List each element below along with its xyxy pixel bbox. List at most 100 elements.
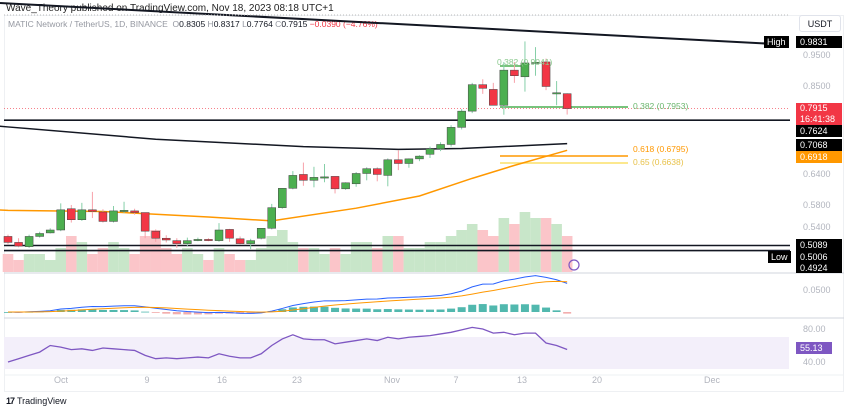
macd-histogram-bar	[468, 304, 477, 312]
candle-body	[320, 176, 329, 179]
volume-bar	[340, 254, 351, 272]
volume-bar	[435, 242, 446, 272]
tradingview-brand[interactable]: 17 TradingView	[6, 396, 67, 406]
high-value: 0.8317	[213, 19, 240, 29]
symbol-name: MATIC Network / TetherUS, 1D, BINANCE	[8, 19, 168, 29]
time-label: 13	[516, 375, 528, 385]
ema50-tag: 0.6918	[796, 151, 842, 163]
macd-histogram-bar	[478, 304, 487, 312]
macd-histogram-bar	[193, 312, 202, 315]
volume-bar	[509, 224, 520, 272]
level-tag: 0.4924	[796, 263, 842, 273]
volume-bar	[382, 236, 394, 272]
volume-bar	[488, 236, 499, 272]
volume-bar	[298, 248, 309, 272]
macd-histogram-bar	[309, 306, 318, 312]
time-label: 9	[144, 375, 150, 385]
volume-bar	[139, 236, 151, 272]
candle-body	[531, 62, 540, 64]
macd-signal-line	[7, 280, 568, 313]
candle-body	[172, 240, 182, 244]
candle-body	[193, 239, 203, 241]
candle-body	[436, 144, 445, 150]
candle-body	[235, 238, 245, 244]
tradingview-logo-icon: 17	[6, 396, 15, 406]
symbol-legend: MATIC Network / TetherUS, 1D, BINANCE O0…	[8, 19, 378, 29]
level-tag: 0.5089	[796, 239, 842, 251]
low-price-tag: 0.5006	[796, 251, 842, 263]
candle-body	[204, 239, 213, 241]
candle-body	[467, 84, 477, 112]
macd-histogram-bar	[426, 309, 434, 312]
close-value: 0.7915	[281, 19, 308, 29]
volume-bar	[129, 254, 140, 272]
volume-bar	[361, 242, 372, 272]
macd-histogram-bar	[109, 309, 118, 312]
macd-histogram-bar	[531, 304, 540, 312]
macd-histogram-bar	[436, 309, 445, 312]
candle-body	[130, 210, 139, 213]
volume-bar	[551, 224, 562, 272]
candle-body	[246, 240, 255, 244]
candle-body	[140, 212, 150, 232]
volume-bar	[255, 248, 267, 272]
macd-histogram-bar	[383, 309, 392, 312]
volume-bar	[13, 260, 24, 272]
candle-body	[499, 69, 509, 106]
rsi-tick: 40.00	[803, 357, 826, 367]
time-label: 23	[291, 375, 303, 385]
macd-histogram-bar	[130, 310, 139, 312]
candle-body	[404, 158, 414, 164]
volume-bar	[308, 248, 320, 272]
candle-body	[362, 168, 371, 174]
macd-line	[7, 275, 568, 314]
price-tick: 0.6400	[803, 169, 831, 179]
macd-histogram-bar	[320, 306, 329, 312]
volume-bar	[97, 248, 109, 272]
candle-body	[119, 210, 129, 212]
volume-bar	[371, 248, 383, 272]
candle-body	[394, 159, 403, 164]
rsi-tag: 55.13	[796, 342, 832, 354]
macd-histogram-bar	[362, 308, 371, 312]
currency-button[interactable]: USDT	[799, 15, 841, 32]
volume-bar	[266, 236, 278, 272]
macd-histogram-bar	[88, 309, 97, 312]
candle-body	[341, 182, 350, 190]
macd-histogram-bar	[457, 307, 466, 312]
macd-histogram-bar	[373, 309, 382, 312]
level-tag: 0.7624	[796, 125, 842, 137]
volume-bar	[519, 212, 531, 272]
macd-histogram-bar	[510, 304, 519, 312]
candle-body	[299, 174, 308, 181]
descending-trendline	[0, 2, 776, 45]
candle-body	[383, 159, 393, 176]
brand-name: TradingView	[17, 396, 67, 406]
volume-bar	[23, 254, 35, 272]
candle-body	[98, 211, 108, 222]
candle-body	[77, 209, 87, 220]
candle-body	[278, 188, 287, 208]
candle-body	[267, 207, 276, 229]
candle-body	[489, 89, 498, 106]
price-tick: 0.8500	[803, 81, 831, 91]
candle-body	[552, 92, 561, 95]
candle-body	[425, 148, 435, 155]
candle-body	[24, 236, 34, 247]
open-value: 0.8305	[179, 19, 206, 29]
time-label: Oct	[53, 375, 69, 385]
price-tick: 0.5400	[803, 222, 831, 232]
candle-body	[3, 236, 13, 243]
low-label: Low	[768, 251, 791, 263]
candle-body	[67, 208, 76, 220]
candle-body	[415, 155, 424, 160]
time-label: Dec	[703, 375, 721, 385]
volume-bar	[108, 242, 119, 272]
macd-histogram-bar	[542, 307, 551, 312]
volume-bar	[2, 254, 14, 272]
rsi-tick: 80.00	[803, 324, 826, 334]
volume-bar	[393, 236, 404, 272]
price-tick: 0.9500	[803, 50, 831, 60]
candle-body	[151, 230, 160, 239]
